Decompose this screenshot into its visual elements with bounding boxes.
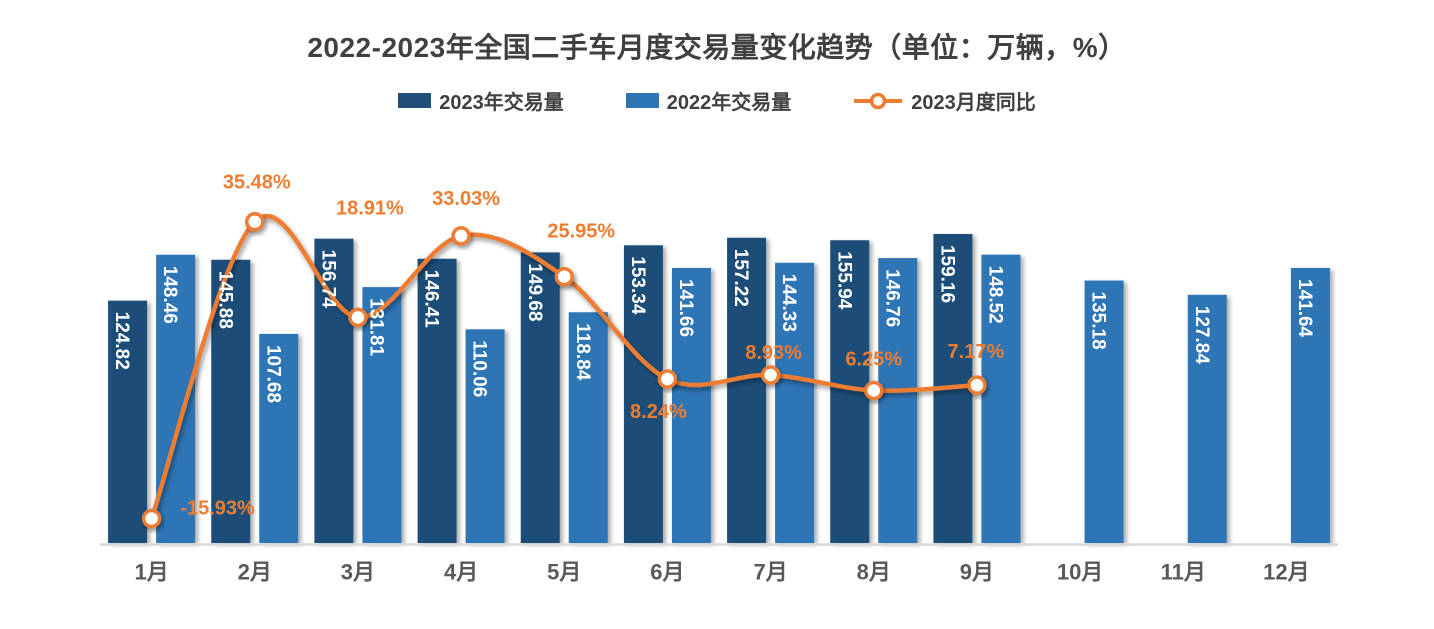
- bar-value-2022-3月: 131.81: [365, 298, 386, 357]
- legend-label-2022: 2022年交易量: [666, 92, 792, 114]
- yoy-label-9月: 7.17%: [948, 341, 1005, 363]
- bar-2023-2月: [211, 259, 251, 543]
- legend-item-2022: 2022年交易量: [625, 86, 792, 115]
- axis-label-6月: 6月: [650, 560, 684, 585]
- yoy-label-4月: 33.03%: [432, 188, 500, 210]
- legend-swatch-2023-icon: [398, 93, 432, 108]
- axis-label-11月: 11月: [1161, 560, 1206, 585]
- bar-value-2023-6月: 153.34: [627, 256, 648, 315]
- yoy-marker-1月: [141, 508, 162, 529]
- chart-title: 2022-2023年全国二手车月度交易量变化趋势（单位：万辆，%）: [307, 32, 1127, 63]
- bar-value-2023-1月: 124.82: [111, 312, 132, 370]
- bar-2022-12月: [1290, 268, 1330, 543]
- bar-value-2022-6月: 141.66: [675, 279, 696, 337]
- bar-value-2022-4月: 110.06: [469, 340, 490, 397]
- bar-2022-11月: [1187, 294, 1227, 543]
- bar-value-2022-11月: 127.84: [1191, 306, 1212, 365]
- bar-value-2023-5月: 149.68: [524, 263, 545, 321]
- yoy-marker-5月: [554, 266, 574, 287]
- yoy-marker-7月: [760, 365, 781, 385]
- axis-label-9月: 9月: [960, 560, 994, 585]
- bar-2023-3月: [314, 238, 354, 544]
- bar-value-2022-8月: 146.76: [881, 269, 902, 327]
- bar-value-2023-7月: 157.22: [730, 249, 751, 307]
- yoy-label-2月: 35.48%: [223, 172, 291, 194]
- legend-item-2023: 2023年交易量: [398, 86, 564, 115]
- bar-value-2023-4月: 146.41: [421, 270, 442, 329]
- bar-2023-4月: [417, 258, 457, 543]
- axis-label-7月: 7月: [753, 560, 787, 585]
- bar-2022-10月: [1084, 280, 1124, 543]
- yoy-marker-8月: [864, 380, 884, 401]
- axis-label-3月: 3月: [341, 560, 375, 585]
- bar-value-2023-2月: 145.88: [214, 271, 235, 329]
- axis-label-12月: 12月: [1263, 560, 1309, 585]
- bar-value-2022-1月: 148.46: [159, 266, 180, 324]
- bar-value-2022-10月: 135.18: [1088, 292, 1109, 350]
- yoy-label-1月: -15.93%: [180, 498, 255, 520]
- bar-2023-5月: [520, 252, 560, 543]
- bar-value-2022-9月: 148.52: [984, 266, 1005, 324]
- bar-2022-9月: [981, 254, 1021, 543]
- bar-value-2022-12月: 141.64: [1294, 279, 1315, 338]
- bar-2023-1月: [108, 300, 148, 543]
- yoy-label-7月: 8.93%: [745, 342, 802, 364]
- bar-value-2023-3月: 156.74: [317, 250, 338, 309]
- bar-2023-7月: [727, 237, 767, 543]
- yoy-label-6月: 8.24%: [630, 401, 687, 423]
- yoy-marker-4月: [451, 226, 471, 246]
- legend-item-yoy: 2023月度同比: [853, 86, 1036, 115]
- axis-label-4月: 4月: [444, 560, 478, 585]
- yoy-marker-9月: [967, 375, 987, 395]
- bar-2022-3月: [362, 287, 402, 543]
- legend-line-marker-icon: [854, 92, 903, 109]
- legend-label-2023: 2023年交易量: [439, 92, 564, 114]
- axis-label-8月: 8月: [857, 560, 891, 585]
- bar-2022-8月: [878, 258, 918, 543]
- axis-label-2月: 2月: [238, 560, 272, 585]
- bar-2022-4月: [465, 329, 505, 543]
- bar-2022-7月: [775, 262, 815, 543]
- yoy-label-5月: 25.95%: [547, 221, 615, 243]
- bar-2022-2月: [259, 333, 299, 543]
- yoy-marker-6月: [657, 369, 678, 389]
- yoy-marker-2月: [245, 211, 265, 232]
- bar-value-2022-7月: 144.33: [778, 274, 799, 332]
- bar-value-2022-5月: 118.84: [572, 323, 593, 380]
- axis-label-10月: 10月: [1057, 560, 1103, 585]
- legend-label-yoy: 2023月度同比: [911, 92, 1036, 114]
- chart-legend: 2023年交易量 2022年交易量 2023月度同比: [0, 86, 1434, 115]
- bar-2022-5月: [568, 312, 608, 543]
- bar-value-2023-9月: 159.16: [936, 245, 957, 303]
- axis-label-1月: 1月: [134, 560, 168, 585]
- bar-2022-6月: [671, 267, 711, 543]
- yoy-label-3月: 18.91%: [336, 197, 404, 219]
- legend-swatch-2022-icon: [625, 93, 659, 108]
- bar-value-2022-2月: 107.68: [262, 345, 283, 403]
- yoy-marker-3月: [348, 307, 368, 328]
- yoy-label-8月: 6.25%: [845, 348, 902, 370]
- bar-value-2023-8月: 155.94: [833, 251, 854, 310]
- bar-2023-6月: [623, 245, 663, 543]
- axis-label-5月: 5月: [547, 560, 581, 585]
